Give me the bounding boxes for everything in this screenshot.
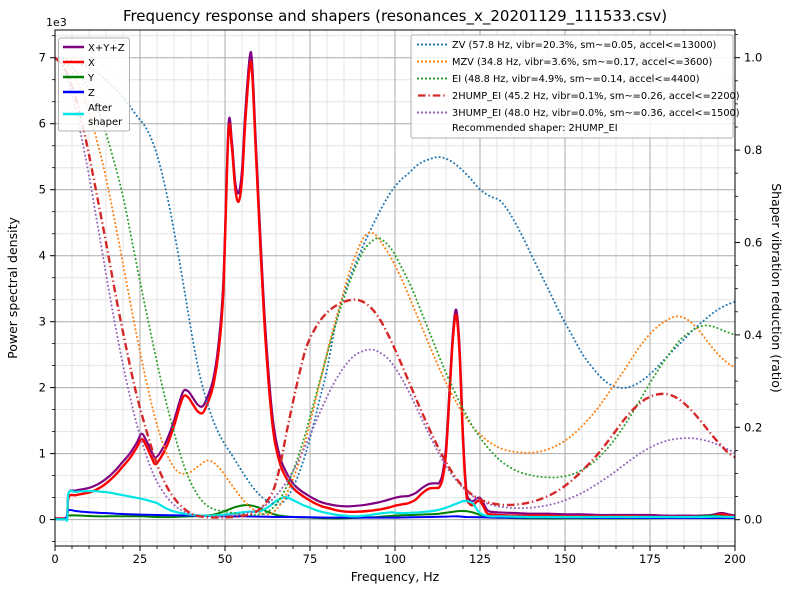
y-right-tick-label: 0.6 [744, 236, 762, 250]
y-left-tick-label: 4 [39, 249, 46, 263]
series-zv-line [55, 56, 735, 506]
y-left-tick-label: 1 [39, 447, 46, 461]
y-right-axis-label: Shaper vibration reduction (ratio) [769, 183, 784, 393]
y-left-tick-label: 3 [39, 315, 46, 329]
y-left-axis-label: Power spectral density [5, 217, 20, 359]
legend-shaper-label: 2HUMP_EI (45.2 Hz, vibr=0.1%, sm~=0.26, … [452, 91, 740, 102]
legend-label: X [88, 58, 95, 69]
x-tick-label: 100 [384, 552, 406, 566]
data-curves [55, 50, 735, 523]
y-left-tick-label: 7 [39, 51, 46, 65]
legend-label: Z [88, 88, 95, 99]
y-left-tick-label: 0 [39, 513, 46, 527]
series-mzv-line [55, 56, 735, 516]
y-right-tick-label: 1.0 [744, 51, 762, 65]
x-tick-label: 50 [218, 552, 233, 566]
legend-shapers-box [410, 34, 734, 139]
legend-shaper-label: MZV (34.8 Hz, vibr=3.6%, sm~=0.17, accel… [452, 57, 712, 68]
y-right-tick-label: 0.2 [744, 420, 762, 434]
legend-label: shaper [88, 117, 123, 128]
y-right-tick-label: 0.0 [744, 513, 762, 527]
y-left-tick-label: 2 [39, 381, 46, 395]
series-x-y-z-line [55, 50, 735, 521]
series-2hump-ei-line [55, 56, 735, 519]
legend-recommended-shaper: Recommended shaper: 2HUMP_EI [452, 123, 618, 134]
legend-label: After [88, 103, 113, 114]
axis-tick-labels: 0 25 50 75 100 125 150 175 200 0 1 2 3 4 5 6 7 0.0 0.2 0.4 0… [39, 51, 763, 566]
y-left-tick-label: 6 [39, 117, 46, 131]
legend-shaper-label: ZV (57.8 Hz, vibr=20.3%, sm~=0.05, accel… [452, 40, 716, 51]
x-tick-label: 125 [469, 552, 491, 566]
x-tick-label: 150 [554, 552, 576, 566]
legend-label: X+Y+Z [88, 43, 125, 54]
axis-ticks [50, 34, 740, 551]
legend-shaper-label: EI (48.8 Hz, vibr=4.9%, sm~=0.14, accel<… [452, 74, 700, 85]
x-tick-label: 200 [724, 552, 746, 566]
x-axis-label: Frequency, Hz [351, 569, 440, 584]
y-right-tick-label: 0.8 [744, 143, 762, 157]
series-ei-line [55, 56, 735, 517]
series-3hump-ei-line [55, 56, 735, 518]
series-after-shaper-line [55, 489, 735, 523]
y-right-tick-label: 0.4 [744, 328, 762, 342]
y-left-tick-label: 5 [39, 183, 46, 197]
x-tick-label: 0 [51, 552, 58, 566]
legend-psd-traces: X+Y+Z XYZ After shaper [58, 37, 130, 132]
legend-shaper-label: 3HUMP_EI (48.0 Hz, vibr=0.0%, sm~=0.36, … [452, 108, 740, 119]
x-tick-label: 175 [639, 552, 661, 566]
legend-label: Y [87, 73, 95, 84]
chart-title: Frequency response and shapers (resonanc… [123, 7, 667, 26]
series-x-line [55, 60, 735, 521]
x-tick-label: 25 [133, 552, 148, 566]
x-tick-label: 75 [303, 552, 318, 566]
y-axis-offset-label: 1e3 [46, 16, 67, 29]
legend-shapers: ZV (57.8 Hz, vibr=20.3%, sm~=0.05, accel… [410, 34, 740, 139]
